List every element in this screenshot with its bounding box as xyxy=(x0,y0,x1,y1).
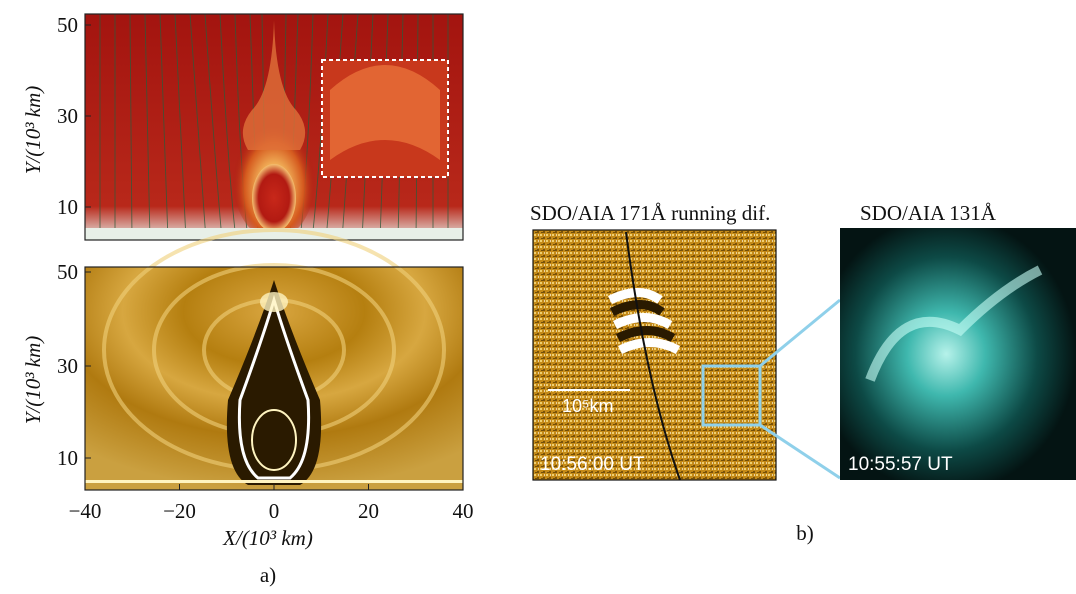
left-title: SDO/AIA 171Å running dif. xyxy=(530,201,770,225)
simulation-top xyxy=(85,14,463,240)
panel-label: a) xyxy=(260,563,276,587)
y-tick-label: 30 xyxy=(57,354,78,378)
x-tick-label: 40 xyxy=(453,499,474,523)
x-tick-label: −40 xyxy=(69,499,102,523)
timestamp: 10:55:57 UT xyxy=(848,454,953,475)
scale-label: 10⁵km xyxy=(562,396,613,416)
aia-171-image xyxy=(533,230,776,480)
x-tick-label: −20 xyxy=(163,499,196,523)
y-tick-label: 50 xyxy=(57,13,78,37)
figure: Y/(10³ km) Y/(10³ km) X/(10³ km) a) 50 50… xyxy=(0,0,1076,589)
y-axis-label: Y/(10³ km) xyxy=(21,86,45,175)
x-axis-label: X/(10³ km) xyxy=(222,526,313,550)
x-tick-label: 20 xyxy=(358,499,379,523)
y-tick-label: 10 xyxy=(57,195,78,219)
simulation-bottom xyxy=(85,230,463,490)
right-title: SDO/AIA 131Å xyxy=(860,201,997,225)
aia-131-image xyxy=(840,228,1076,480)
x-tick-label: 0 xyxy=(269,499,280,523)
y-tick-label: 30 xyxy=(57,104,78,128)
panel-label: b) xyxy=(796,521,814,545)
timestamp: 10:56:00 UT xyxy=(540,454,645,475)
y-axis-label: Y/(10³ km) xyxy=(21,336,45,425)
y-tick-label: 10 xyxy=(57,446,78,470)
y-tick-label: 50 xyxy=(57,260,78,284)
